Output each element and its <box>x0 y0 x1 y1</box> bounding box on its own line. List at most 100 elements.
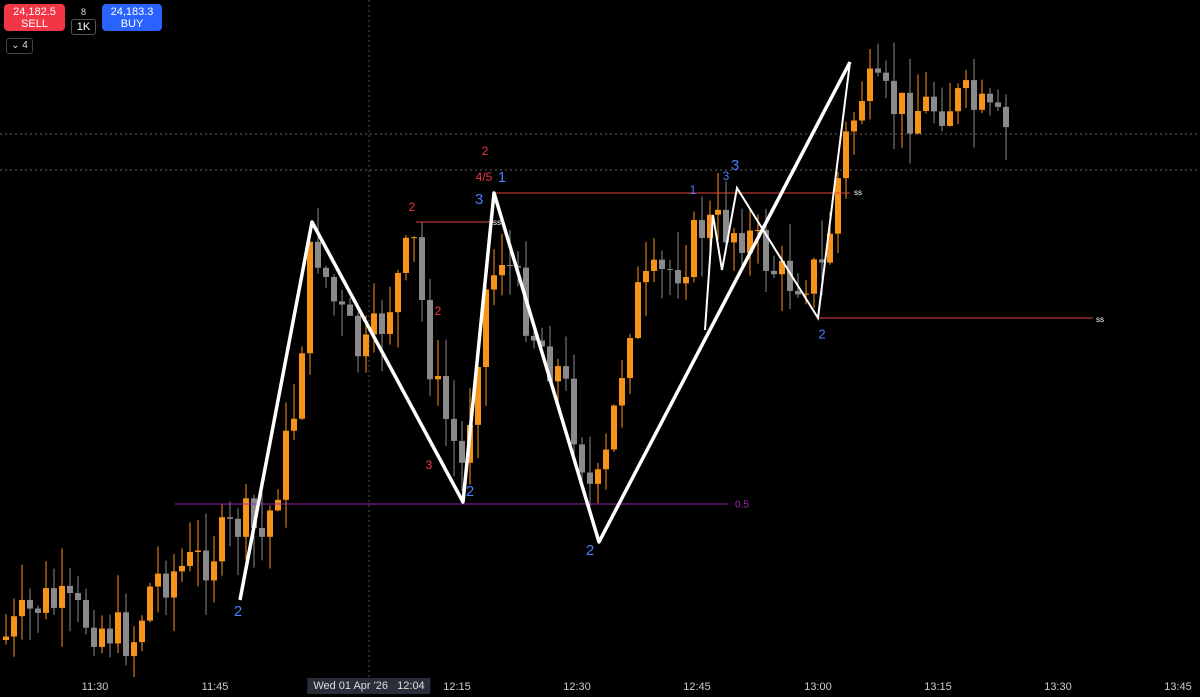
candle-body <box>795 290 801 295</box>
quantity-top: 8 <box>80 7 86 17</box>
candle-body <box>443 376 449 419</box>
candle-body <box>187 552 193 566</box>
candle-body <box>91 627 97 647</box>
buy-button[interactable]: 24,183.3 BUY <box>102 4 162 31</box>
time-axis: 11:30 11:45 12:15 12:30 12:45 13:00 13:15 13:30… <box>0 677 1200 697</box>
candle-body <box>203 550 209 581</box>
wave-label: 2 <box>409 200 416 214</box>
wave-label: 3 <box>426 458 433 472</box>
candle-body <box>195 550 201 553</box>
sell-button[interactable]: 24,182.5 SELL <box>4 4 65 31</box>
candle-body <box>75 593 81 601</box>
candle-body <box>115 612 121 644</box>
time-label: 12:30 <box>563 681 591 693</box>
time-label: 13:15 <box>924 681 952 693</box>
indicator-count: 4 <box>22 40 28 51</box>
time-label: Wed 01 Apr '26 12:04 <box>307 678 431 694</box>
candle-body <box>155 573 161 587</box>
quantity-value: 1K <box>71 19 96 35</box>
candle-body <box>107 628 113 644</box>
candle-body <box>507 265 513 267</box>
candle-body <box>723 209 729 243</box>
candle-body <box>491 275 497 290</box>
time-label: 13:00 <box>804 681 832 693</box>
candle-body <box>275 499 281 511</box>
buy-price: 24,183.3 <box>110 6 154 18</box>
candle-body <box>227 517 233 519</box>
candle-body <box>403 237 409 273</box>
candle-body <box>707 214 713 238</box>
candle-body <box>307 241 313 354</box>
candle-body <box>851 120 857 132</box>
candle-body <box>139 620 145 643</box>
candle-body <box>995 102 1001 107</box>
candle-body <box>587 472 593 484</box>
candle-body <box>835 178 841 234</box>
candle-body <box>771 270 777 275</box>
candle-body <box>667 269 673 271</box>
candle-body <box>475 366 481 425</box>
wave-label: 2 <box>586 542 594 559</box>
wave-label: 1 <box>690 183 697 197</box>
time-label: 13:30 <box>1044 681 1072 693</box>
candle-body <box>595 469 601 484</box>
candle-body <box>563 366 569 379</box>
candle-body <box>339 301 345 305</box>
time-label: 12:15 <box>443 681 471 693</box>
candle-body <box>739 233 745 253</box>
candle-body <box>427 299 433 380</box>
wave-label: ss <box>854 188 862 197</box>
candle-body <box>675 270 681 284</box>
wave-label: 2 <box>234 603 242 620</box>
candle-body <box>683 277 689 284</box>
candle-body <box>699 220 705 238</box>
candle-body <box>283 430 289 500</box>
candle-body <box>435 376 441 380</box>
candle-body <box>451 418 457 441</box>
candle-body <box>915 111 921 134</box>
candle-body <box>387 312 393 334</box>
candle-body <box>35 608 41 613</box>
candle-body <box>251 498 257 529</box>
zigzag <box>238 61 852 601</box>
candle-body <box>219 517 225 562</box>
candle-body <box>179 565 185 572</box>
wave-label: 1 <box>498 169 506 186</box>
candle-body <box>235 518 241 537</box>
candle-body <box>659 259 665 270</box>
candle-body <box>267 510 273 537</box>
candle-body <box>323 267 329 277</box>
time-label: 12:45 <box>683 681 711 693</box>
candle-body <box>947 111 953 126</box>
candle-body <box>547 346 553 382</box>
candle-body <box>371 313 377 335</box>
candle-body <box>459 440 465 463</box>
candle-body <box>603 449 609 470</box>
candle-body <box>579 444 585 473</box>
candle-body <box>67 585 73 594</box>
candle-body <box>819 259 825 263</box>
candle-body <box>555 366 561 382</box>
candle-body <box>963 80 969 89</box>
candle-body <box>419 237 425 300</box>
candle-body <box>411 237 417 239</box>
candle-body <box>651 259 657 271</box>
wave-label: 2 <box>466 483 474 500</box>
candle-body <box>747 230 753 253</box>
candle-body <box>131 642 137 657</box>
candle-body <box>931 96 937 112</box>
candle-body <box>347 304 353 316</box>
candle-body <box>43 588 49 613</box>
candle-body <box>259 528 265 537</box>
candle-body <box>539 340 545 347</box>
candle-body <box>363 334 369 357</box>
wave-label: 2 <box>435 304 442 318</box>
indicator-toggle[interactable]: ⌄ 4 <box>6 38 33 54</box>
candle-body <box>531 335 537 341</box>
candle-body <box>923 96 929 112</box>
wave-label: 4/5 <box>476 170 493 184</box>
quantity[interactable]: 8 1K <box>71 4 96 35</box>
candle-body <box>827 233 833 263</box>
candle-body <box>395 272 401 313</box>
candle-body <box>99 628 105 647</box>
